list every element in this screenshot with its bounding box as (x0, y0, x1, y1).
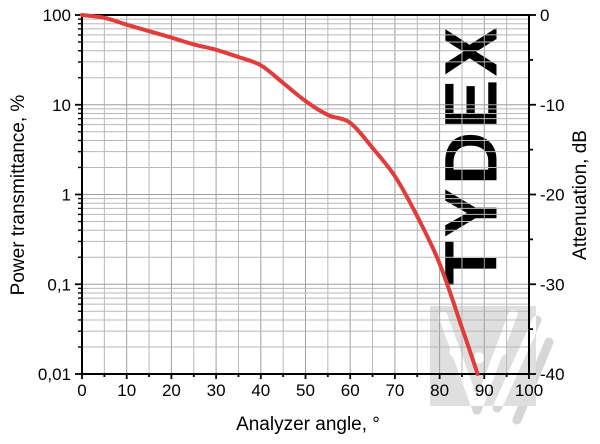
x-tick-label: 100 (515, 381, 543, 400)
y-right-axis-title: Attenuation, dB (570, 130, 591, 260)
x-tick-label: 40 (251, 381, 270, 400)
x-tick-label: 10 (117, 381, 136, 400)
y-right-tick-label: -40 (540, 365, 565, 384)
y-right-tick-label: -20 (540, 186, 565, 205)
transmittance-curve (80, 13, 480, 376)
gridlines (82, 15, 529, 374)
x-tick-label: 80 (430, 381, 449, 400)
y-left-tick-label: 0,01 (38, 365, 71, 384)
plot-border (81, 14, 530, 375)
x-tick-label: 30 (207, 381, 226, 400)
tick-labels: 0 10 20 30 40 50 60 70 80 90 100 100 10 1 0,1 0,01 0 -10 -… (38, 6, 565, 400)
watermark-group: TYDEX (430, 24, 554, 425)
y-right-tick-label: -30 (540, 275, 565, 294)
x-tick-label: 70 (385, 381, 404, 400)
x-tick-label: 0 (77, 381, 86, 400)
watermark-text: TYDEX (430, 24, 513, 286)
y-right-tick-label: 0 (540, 6, 549, 25)
y-left-tick-label: 100 (43, 6, 71, 25)
y-left-axis-title: Power transmittance, % (8, 95, 29, 296)
x-tick-label: 90 (475, 381, 494, 400)
x-tick-label: 50 (296, 381, 315, 400)
y-left-tick-label: 0,1 (47, 275, 71, 294)
y-left-tick-label: 10 (52, 96, 71, 115)
axis-ticks (75, 14, 536, 379)
tydex-logo-icon (430, 306, 554, 425)
x-tick-label: 60 (341, 381, 360, 400)
x-tick-label: 20 (162, 381, 181, 400)
y-left-tick-label: 1 (62, 186, 71, 205)
y-right-tick-label: -10 (540, 96, 565, 115)
x-axis-title: Analyzer angle, ° (236, 414, 380, 435)
